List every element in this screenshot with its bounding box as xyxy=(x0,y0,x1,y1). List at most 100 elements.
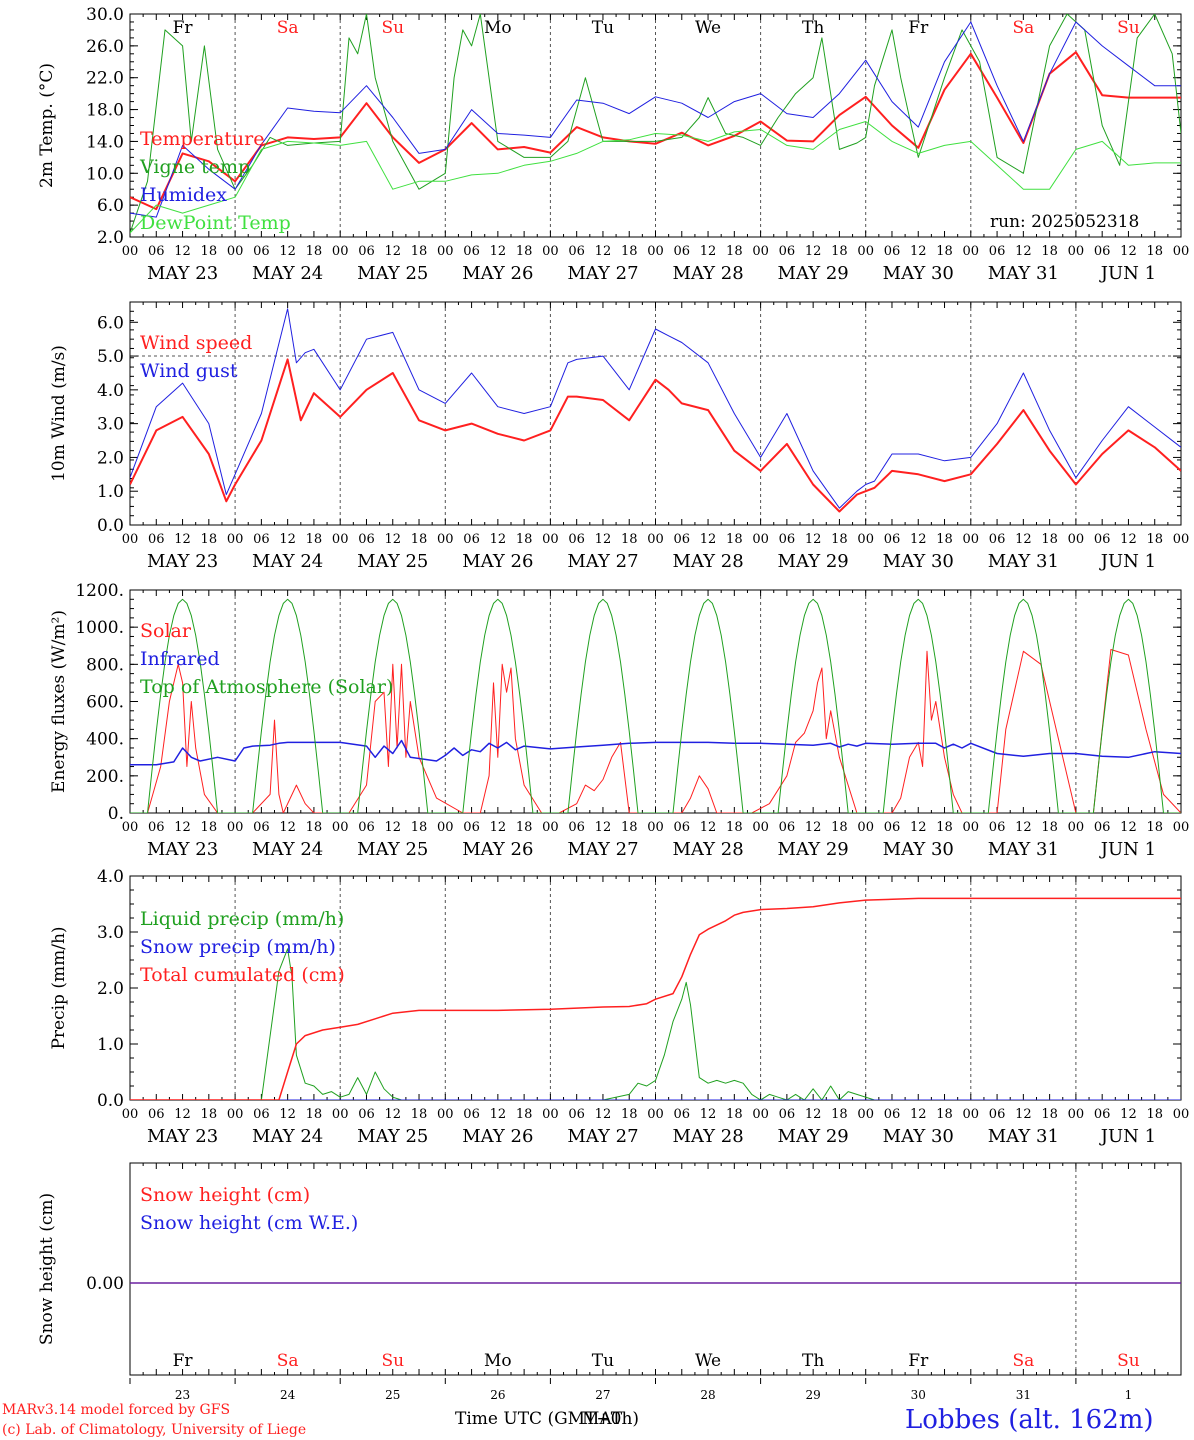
date-label: MAY 31 xyxy=(988,839,1059,860)
hour-tick-label: 06 xyxy=(568,532,585,547)
hour-tick-label: 00 xyxy=(752,244,769,259)
date-label: MAY 27 xyxy=(567,839,638,860)
hour-tick-label: 00 xyxy=(857,532,874,547)
hour-tick-label: 18 xyxy=(621,244,638,259)
date-label: MAY 25 xyxy=(357,1126,428,1147)
date-label: MAY 30 xyxy=(883,551,954,572)
hour-tick-label: 00 xyxy=(542,532,559,547)
hour-tick-label: 00 xyxy=(332,532,349,547)
hour-tick-label: 12 xyxy=(595,244,612,259)
hour-tick-label: 00 xyxy=(542,1107,559,1122)
series-temperature-2 xyxy=(130,21,1181,218)
y-tick-label: 30.0 xyxy=(86,5,124,25)
date-label: MAY 25 xyxy=(357,263,428,284)
y-tick-label: 10.0 xyxy=(86,164,124,184)
hour-tick-label: 00 xyxy=(122,244,139,259)
hour-tick-label: 12 xyxy=(805,1107,822,1122)
hour-tick-label: 06 xyxy=(253,532,270,547)
date-label: MAY 24 xyxy=(252,263,323,284)
date-label: MAY 23 xyxy=(147,1126,218,1147)
panel-frame xyxy=(129,301,1182,526)
weekday-label: We xyxy=(695,18,721,38)
date-label: MAY 29 xyxy=(778,551,849,572)
hour-tick-label: 00 xyxy=(963,820,980,835)
hour-tick-label: 18 xyxy=(411,1107,428,1122)
hour-tick-label: 06 xyxy=(1094,244,1111,259)
day-number-label: 26 xyxy=(490,1388,505,1402)
panel-snow: 0.00 Snow height (cm) Fr 23 Sa 24 Su 25 Mo 26 Tu 27… xyxy=(37,1162,1182,1402)
station-name: Lobbes (alt. 162m) xyxy=(905,1405,1154,1435)
date-label: MAY 27 xyxy=(567,1126,638,1147)
hour-tick-label: 00 xyxy=(1173,532,1190,547)
hour-tick-label: 18 xyxy=(621,820,638,835)
series-temperature-1 xyxy=(130,14,1181,234)
series-precip-2 xyxy=(130,897,1181,1100)
legend-entry: Liquid precip (mm/h) xyxy=(140,908,344,930)
hour-tick-label: 06 xyxy=(674,244,691,259)
hour-tick-label: 00 xyxy=(1173,820,1190,835)
hour-tick-label: 06 xyxy=(674,1107,691,1122)
hour-tick-label: 18 xyxy=(936,820,953,835)
hour-tick-label: 06 xyxy=(463,1107,480,1122)
hour-tick-label: 12 xyxy=(490,532,507,547)
y-tick-label: 5.0 xyxy=(97,347,124,367)
weekday-label: Su xyxy=(381,18,404,38)
panel-frame xyxy=(129,13,1182,238)
y-tick-label: 3.0 xyxy=(97,923,124,943)
hour-tick-label: 18 xyxy=(936,1107,953,1122)
hour-tick-label: 18 xyxy=(831,820,848,835)
hour-tick-label: 06 xyxy=(779,1107,796,1122)
hour-tick-label: 18 xyxy=(306,532,323,547)
hour-tick-label: 12 xyxy=(700,1107,717,1122)
hour-tick-label: 18 xyxy=(201,1107,218,1122)
hour-tick-label: 12 xyxy=(1015,1107,1032,1122)
hour-tick-label: 00 xyxy=(542,820,559,835)
hour-tick-label: 18 xyxy=(516,244,533,259)
hour-tick-label: 18 xyxy=(1146,532,1163,547)
hour-tick-label: 06 xyxy=(1094,532,1111,547)
hour-tick-label: 00 xyxy=(857,1107,874,1122)
hour-tick-label: 00 xyxy=(752,820,769,835)
hour-tick-label: 06 xyxy=(358,244,375,259)
weekday-label: We xyxy=(695,1351,721,1371)
weekday-label: Fr xyxy=(908,18,929,38)
date-label: MAY 25 xyxy=(357,839,428,860)
hour-tick-label: 18 xyxy=(1146,244,1163,259)
y-tick-label: 22.0 xyxy=(86,69,124,89)
date-label: MAY 30 xyxy=(883,839,954,860)
hour-tick-label: 06 xyxy=(463,244,480,259)
date-label: MAY 25 xyxy=(357,551,428,572)
hour-tick-label: 18 xyxy=(516,820,533,835)
hour-tick-label: 06 xyxy=(148,820,165,835)
hour-tick-label: 00 xyxy=(857,820,874,835)
y-tick-label: 18.0 xyxy=(86,101,124,121)
hour-tick-label: 12 xyxy=(910,532,927,547)
hour-tick-label: 06 xyxy=(989,820,1006,835)
day-number-label: 1 xyxy=(1125,1388,1133,1402)
hour-tick-label: 06 xyxy=(568,244,585,259)
weekday-label: Mo xyxy=(484,1351,512,1371)
date-label: MAY 26 xyxy=(462,551,533,572)
legend-entry: Top of Atmosphere (Solar) xyxy=(140,676,393,698)
series-energy-1 xyxy=(130,739,1181,766)
date-label: JUN 1 xyxy=(1099,1126,1156,1147)
y-axis-label: 10m Wind (m/s) xyxy=(49,345,69,482)
date-label: JUN 1 xyxy=(1099,263,1156,284)
hour-tick-label: 12 xyxy=(279,244,296,259)
hour-tick-label: 00 xyxy=(752,1107,769,1122)
date-label: MAY 28 xyxy=(672,551,743,572)
hour-tick-label: 18 xyxy=(831,244,848,259)
hour-tick-label: 18 xyxy=(306,1107,323,1122)
y-tick-label: 14.0 xyxy=(86,132,124,152)
hour-tick-label: 12 xyxy=(174,820,191,835)
y-axis-label: Energy fluxes (W/m²) xyxy=(49,610,69,793)
hour-tick-label: 00 xyxy=(122,1107,139,1122)
hour-tick-label: 18 xyxy=(306,820,323,835)
panel-energy: 0. 200. 400. 600. 800. 1000. 1200. Energy fluxe… xyxy=(49,581,1189,860)
date-label: MAY 23 xyxy=(147,263,218,284)
hour-tick-label: 12 xyxy=(805,244,822,259)
y-tick-label: 4.0 xyxy=(97,381,124,401)
hour-tick-label: 00 xyxy=(1068,532,1085,547)
hour-tick-label: 12 xyxy=(910,1107,927,1122)
